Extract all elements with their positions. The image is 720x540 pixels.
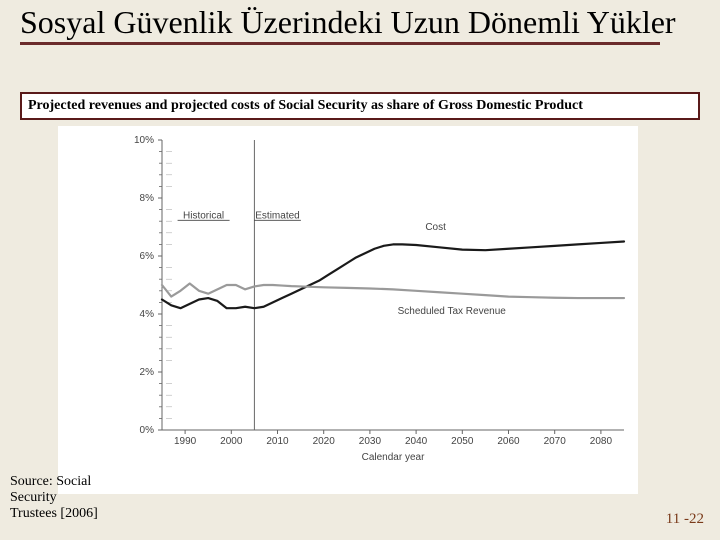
source-citation: Source: Social Security Trustees [2006]	[10, 474, 110, 522]
svg-text:4%: 4%	[140, 309, 155, 320]
svg-text:10%: 10%	[134, 135, 154, 146]
svg-text:2010: 2010	[266, 436, 289, 447]
title-block: Sosyal Güvenlik Üzerindeki Uzun Dönemli …	[20, 6, 700, 45]
source-line: Security	[10, 490, 110, 506]
svg-text:2020: 2020	[313, 436, 336, 447]
svg-text:2%: 2%	[140, 367, 155, 378]
svg-text:Estimated: Estimated	[255, 210, 299, 221]
slide-title: Sosyal Güvenlik Üzerindeki Uzun Dönemli …	[20, 6, 700, 40]
subtitle-box: Projected revenues and projected costs o…	[20, 92, 700, 120]
slide: Sosyal Güvenlik Üzerindeki Uzun Dönemli …	[0, 0, 720, 540]
title-underline	[20, 42, 660, 45]
svg-text:1990: 1990	[174, 436, 197, 447]
svg-text:Historical: Historical	[183, 210, 224, 221]
source-line: Trustees [2006]	[10, 506, 110, 522]
source-line: Source: Social	[10, 474, 110, 490]
chart: 0% 2% 4% 6% 8% 10% 1990 2000 2010 2020 2030 2040 205…	[120, 134, 630, 464]
svg-text:0%: 0%	[140, 425, 155, 436]
svg-text:2030: 2030	[359, 436, 382, 447]
svg-text:2040: 2040	[405, 436, 428, 447]
page-number: 11 -22	[666, 511, 704, 528]
svg-text:2050: 2050	[451, 436, 474, 447]
svg-text:Cost: Cost	[425, 222, 446, 233]
subtitle-text: Projected revenues and projected costs o…	[28, 98, 583, 113]
svg-text:2070: 2070	[544, 436, 567, 447]
svg-text:2060: 2060	[497, 436, 520, 447]
svg-text:6%: 6%	[140, 251, 155, 262]
svg-text:Scheduled Tax Revenue: Scheduled Tax Revenue	[398, 306, 507, 317]
svg-text:2080: 2080	[590, 436, 613, 447]
svg-text:2000: 2000	[220, 436, 243, 447]
svg-text:Calendar year: Calendar year	[362, 452, 425, 463]
svg-text:8%: 8%	[140, 193, 155, 204]
